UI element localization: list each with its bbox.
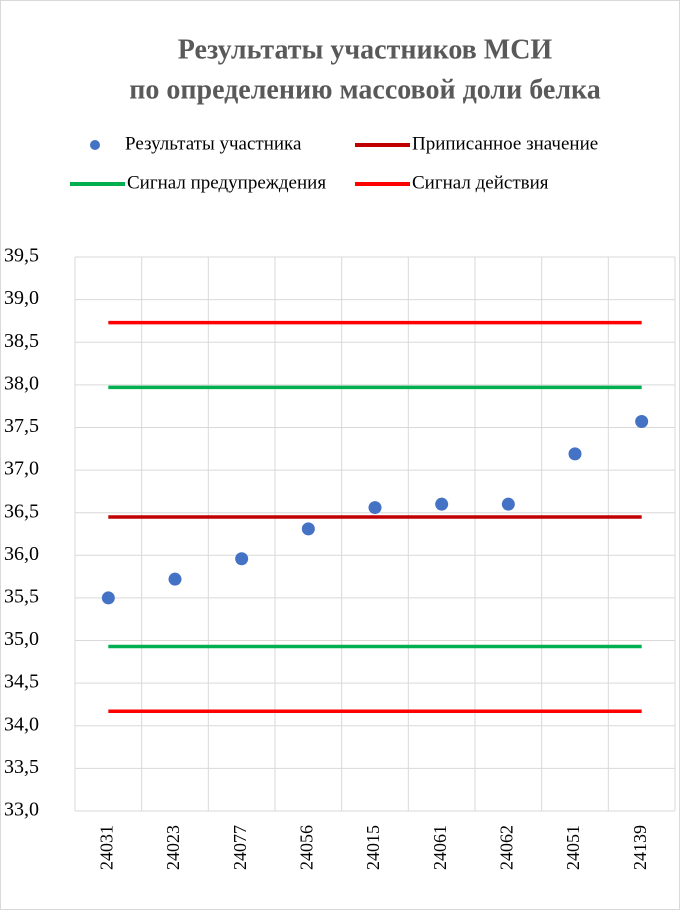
x-tick-label: 24061 [430,825,450,870]
data-point [435,497,449,511]
y-tick-label: 36,0 [4,543,39,565]
x-tick-label: 24062 [496,825,516,870]
data-point [501,497,515,511]
chart-title: по определению массовой доли белка [129,74,601,105]
data-point [301,522,315,536]
x-tick-label: 24031 [96,825,116,870]
y-tick-label: 34,5 [4,671,39,693]
legend-marker [90,140,100,150]
legend-label: Сигнал предупреждения [127,172,326,193]
data-point [235,552,249,566]
legend-label: Приписанное значение [412,133,598,154]
x-tick-label: 24051 [563,825,583,870]
x-tick-label: 24139 [630,825,650,870]
x-tick-label: 24056 [296,825,316,870]
y-tick-label: 39,0 [4,287,39,309]
y-tick-label: 37,5 [4,415,39,437]
data-point [101,591,115,605]
data-point [568,447,582,461]
y-tick-label: 35,0 [4,628,39,650]
chart-title: Результаты участников МСИ [178,34,553,65]
y-tick-label: 38,0 [4,372,39,394]
y-tick-label: 37,0 [4,458,39,480]
x-tick-label: 24023 [163,825,183,870]
x-tick-label: 24015 [363,825,383,870]
data-point [368,501,382,515]
data-point [168,572,182,586]
y-tick-label: 33,5 [4,756,39,778]
y-tick-label: 33,0 [4,799,39,821]
y-tick-label: 39,5 [4,245,39,267]
legend-label: Результаты участника [125,133,302,154]
x-tick-label: 24077 [230,825,250,870]
legend-label: Сигнал действия [412,172,549,193]
y-tick-label: 34,0 [4,713,39,735]
data-point [635,414,649,428]
y-tick-label: 38,5 [4,330,39,352]
y-tick-label: 36,5 [4,500,39,522]
y-tick-label: 35,5 [4,586,39,608]
